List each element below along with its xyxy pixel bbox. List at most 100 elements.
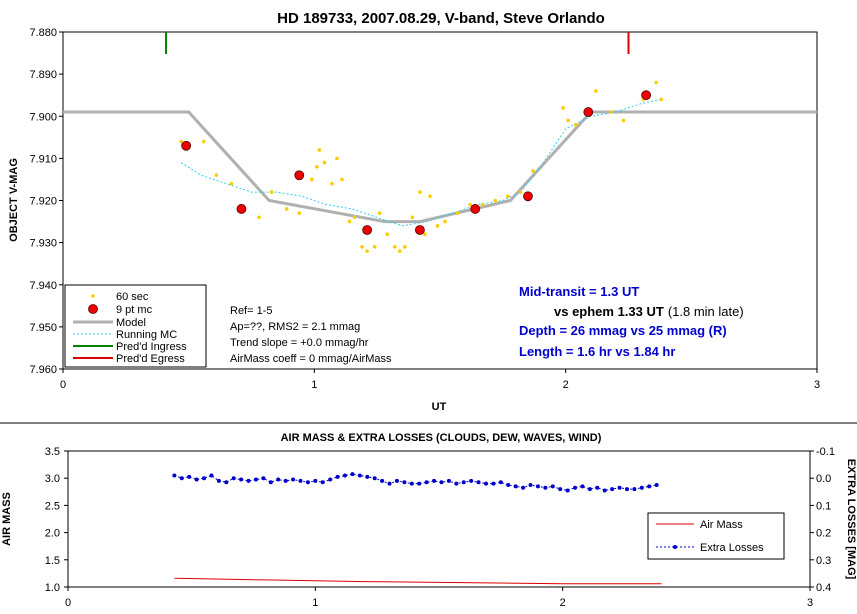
- raw-point: [297, 211, 302, 215]
- legend-label-losses: Extra Losses: [700, 542, 764, 554]
- raw-point: [310, 177, 314, 182]
- extra-losses-point: [261, 476, 266, 481]
- legend-label-model: Model: [116, 317, 146, 329]
- y-tick-label: 7.880: [29, 27, 57, 39]
- raw-point: [372, 245, 377, 249]
- extra-losses-point: [521, 485, 526, 490]
- losses-y-tick-label: 0.4: [816, 582, 831, 594]
- extra-losses-point: [231, 476, 236, 481]
- extra-losses-point: [528, 483, 533, 487]
- y-tick-label: 7.910: [29, 153, 57, 165]
- x-tick-label: 2: [563, 379, 569, 391]
- legend-label-binned: 9 pt mc: [116, 304, 153, 316]
- raw-point: [322, 160, 327, 165]
- raw-point: [659, 97, 663, 102]
- raw-point: [360, 245, 364, 249]
- airmass-x-tick-label: 3: [807, 597, 813, 609]
- raw-point: [561, 106, 565, 110]
- raw-point: [385, 232, 390, 236]
- note-airmass: AirMass coeff = 0 mmag/AirMass: [230, 353, 392, 365]
- extra-losses-point: [446, 478, 451, 483]
- extra-losses-point: [617, 485, 622, 490]
- extra-losses-point: [209, 473, 214, 478]
- transit-annotations: Mid-transit = 1.3 UT vs ephem 1.33 UT (1.…: [519, 284, 744, 359]
- losses-y-tick-label: 0.2: [816, 528, 831, 540]
- extra-losses-point: [224, 480, 229, 485]
- annotation-ephem-value: vs ephem 1.33 UT: [554, 304, 664, 319]
- binned-point: [583, 107, 594, 117]
- x-tick-label: 0: [60, 379, 66, 391]
- extra-losses-point: [483, 481, 488, 486]
- binned-point: [294, 170, 305, 181]
- extra-losses-point: [291, 477, 296, 482]
- raw-point: [317, 148, 322, 152]
- extra-losses-point: [394, 478, 399, 483]
- extra-losses-point: [179, 476, 184, 481]
- airmass-legend-box: [647, 512, 785, 560]
- extra-losses-point: [535, 484, 540, 489]
- extra-losses-point: [595, 485, 600, 490]
- extra-losses-point: [513, 484, 518, 489]
- raw-point: [352, 215, 357, 220]
- extra-losses-point: [268, 480, 273, 485]
- y-axis-ticks: 7.880 7.890 7.900 7.910 7.920 7.930 7.940 7.950…: [29, 27, 63, 376]
- note-aperture: Ap=??, RMS2 = 2.1 mmag: [230, 321, 360, 333]
- legend-label-airmass: Air Mass: [700, 519, 743, 531]
- extra-losses-point: [194, 477, 199, 482]
- raw-point: [365, 249, 369, 253]
- raw-point: [201, 139, 206, 144]
- y-tick-label: 7.930: [29, 238, 57, 250]
- airmass-line: [174, 577, 662, 585]
- extra-losses-point: [328, 477, 333, 482]
- binned-point: [181, 140, 192, 151]
- predicted-markers: [165, 32, 630, 54]
- raw-point: [392, 245, 397, 249]
- raw-point: [340, 177, 344, 182]
- y-tick-label: 7.950: [29, 322, 57, 334]
- annotation-depth: Depth = 26 mmag vs 25 mmag (R): [519, 323, 727, 338]
- raw-point: [214, 173, 219, 178]
- raw-point: [397, 249, 402, 253]
- x-axis-ticks: 0 1 2 3: [60, 369, 820, 391]
- extra-losses-point: [365, 474, 370, 479]
- raw-point: [315, 165, 319, 169]
- raw-point: [269, 190, 274, 194]
- airmass-y-tick-label: 1.0: [45, 582, 60, 594]
- extra-losses-point: [335, 474, 340, 479]
- series-points: [179, 80, 663, 253]
- raw-point: [410, 215, 415, 220]
- legend-label-raw: 60 sec: [116, 291, 149, 303]
- raw-point: [330, 181, 334, 186]
- y-tick-label: 7.890: [29, 69, 57, 81]
- extra-losses-point: [320, 480, 325, 485]
- extra-losses-point: [647, 484, 652, 489]
- raw-point: [480, 202, 485, 207]
- x-tick-label: 3: [814, 379, 820, 391]
- airmass-series: [172, 472, 662, 585]
- raw-point: [403, 245, 407, 249]
- y-tick-label: 7.900: [29, 111, 57, 123]
- extra-losses-point: [276, 477, 281, 482]
- raw-point: [506, 194, 510, 199]
- extra-losses-point: [387, 481, 392, 486]
- extra-losses-point: [187, 474, 192, 479]
- extra-losses-point: [417, 481, 422, 486]
- legend-swatch-raw: [91, 294, 95, 298]
- raw-point: [566, 118, 570, 123]
- series-lines: [63, 98, 817, 227]
- annotation-length: Length = 1.6 hr vs 1.84 hr: [519, 344, 675, 359]
- airmass-y-tick-label: 2.5: [45, 500, 60, 512]
- extra-losses-point: [424, 480, 429, 485]
- extra-losses-point: [454, 481, 459, 486]
- binned-point: [470, 204, 481, 214]
- extra-losses-point: [202, 476, 207, 481]
- extra-losses-point: [372, 476, 377, 481]
- extra-losses-point: [624, 487, 629, 492]
- raw-point: [443, 219, 447, 224]
- extra-losses-point: [409, 481, 414, 486]
- extra-losses-point: [565, 488, 570, 493]
- legend-label-ingress: Pred'd Ingress: [116, 341, 187, 353]
- losses-y-tick-label: -0.1: [816, 446, 835, 458]
- binned-point: [523, 191, 533, 202]
